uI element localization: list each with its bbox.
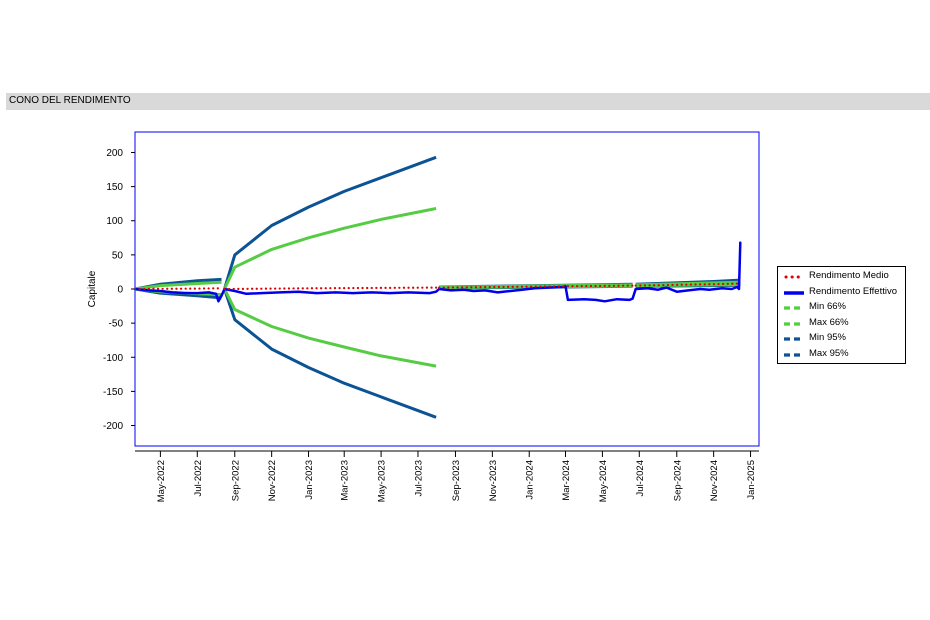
chart-legend: Rendimento Medio Rendimento Effettivo Min … — [777, 266, 906, 364]
series-line-min-95- — [223, 288, 437, 419]
x-tick-label: Sep-2023 — [451, 460, 462, 501]
y-tick-label: 150 — [106, 182, 123, 193]
series-line-max-66- — [635, 280, 741, 287]
x-tick-label: Jul-2024 — [635, 460, 646, 496]
y-tick-label: 50 — [112, 250, 124, 261]
x-tick-label: May-2024 — [598, 460, 609, 502]
legend-item: Min 95% — [782, 332, 904, 346]
legend-label: Max 95% — [809, 347, 849, 359]
legend-label: Max 66% — [809, 316, 849, 328]
y-tick-label: 0 — [117, 285, 123, 296]
section-header: CONO DEL RENDIMENTO — [6, 93, 930, 110]
x-tick-label: Nov-2022 — [267, 460, 278, 501]
legend-swatch — [784, 290, 804, 295]
x-tick-label: Sep-2022 — [230, 460, 241, 501]
series-line-max-95- — [223, 155, 437, 290]
legend-swatch — [784, 306, 804, 310]
legend-item: Min 66% — [782, 301, 904, 315]
legend-swatch — [784, 321, 804, 326]
legend-swatch — [784, 352, 804, 357]
y-tick-label: -150 — [103, 387, 123, 398]
x-tick-label: Jan-2023 — [304, 460, 315, 500]
series-line-rendimento-effettivo — [135, 241, 742, 303]
series-line-rendimento-medio — [135, 287, 223, 291]
x-tick-label: Jan-2024 — [525, 460, 536, 500]
series-line-rendimento-medio — [438, 284, 634, 289]
series-line-max-66- — [135, 280, 222, 291]
y-tick-label: 100 — [106, 216, 123, 227]
x-tick-label: May-2023 — [377, 460, 388, 502]
x-tick-label: Mar-2023 — [340, 460, 351, 501]
legend-item: Rendimento Medio — [782, 270, 904, 284]
y-axis-label: Capitale — [87, 270, 98, 307]
legend-item: Max 66% — [782, 317, 904, 331]
series-line-rendimento-medio — [634, 282, 742, 287]
legend-item: Max 95% — [782, 348, 904, 362]
legend-swatch — [784, 275, 806, 279]
legend-label: Rendimento Medio — [809, 270, 889, 281]
series-line-min-66- — [223, 288, 437, 368]
y-tick-label: -200 — [103, 421, 123, 432]
x-tick-label: Nov-2023 — [488, 460, 499, 501]
legend-label: Min 95% — [809, 332, 846, 343]
section-title: CONO DEL RENDIMENTO — [9, 95, 131, 106]
series-line-rendimento-medio — [223, 286, 438, 291]
series-line-max-66- — [223, 207, 437, 290]
x-tick-label: Jul-2023 — [413, 460, 424, 496]
x-tick-label: Jul-2022 — [193, 460, 204, 496]
y-tick-label: -100 — [103, 353, 123, 364]
x-tick-label: Mar-2024 — [561, 460, 572, 501]
legend-label: Min 66% — [809, 301, 846, 312]
legend-item: Rendimento Effettivo — [782, 286, 904, 300]
y-tick-label: -50 — [109, 319, 124, 330]
y-tick-label: 200 — [106, 148, 123, 159]
x-tick-label: Sep-2024 — [672, 460, 683, 501]
x-tick-label: Nov-2024 — [709, 460, 720, 501]
x-tick-label: Jan-2025 — [746, 460, 757, 500]
x-tick-label: May-2022 — [156, 460, 167, 502]
legend-swatch — [784, 337, 804, 341]
legend-label: Rendimento Effettivo — [809, 285, 898, 297]
